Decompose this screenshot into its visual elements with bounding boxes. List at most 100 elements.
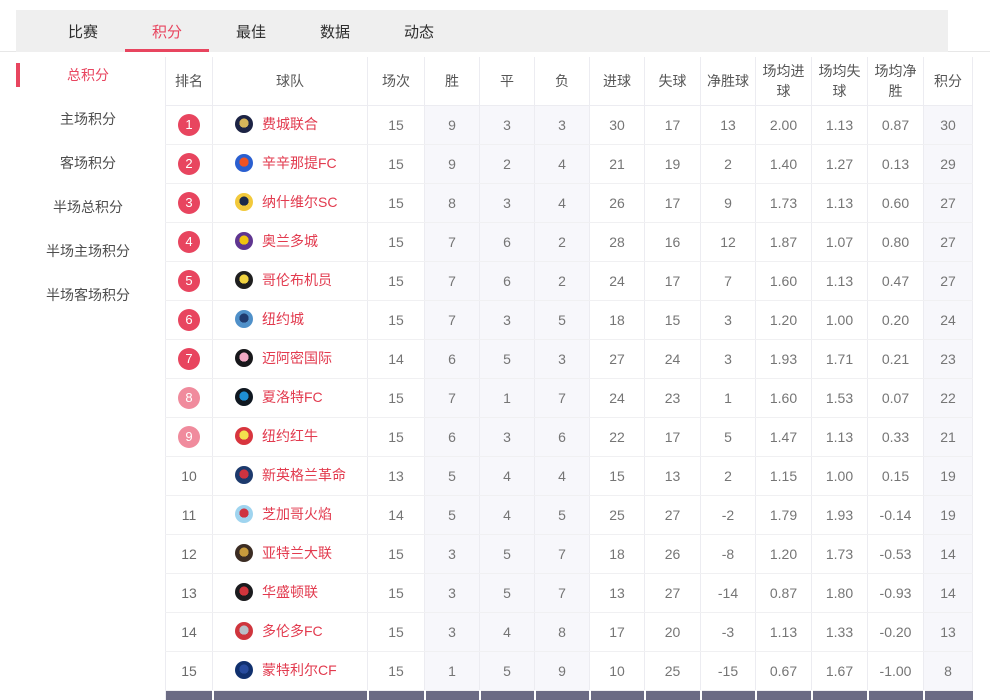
band-cell	[367, 690, 426, 700]
table-row[interactable]: 11 芝加哥火焰 14 5 4 5 25 27 -2 1.79 1.93 -0.14 19	[165, 495, 973, 535]
team-link[interactable]: 蒙特利尔CF	[235, 660, 337, 680]
team-link[interactable]: 新英格兰革命	[235, 465, 346, 485]
stat-cell: 5	[424, 495, 480, 535]
table-row[interactable]: 10 新英格兰革命 13 5 4 4 15 13 2 1.15 1.00 0.15 19	[165, 456, 973, 496]
stat-cell: 2	[534, 261, 590, 301]
stat-cell: 1.15	[755, 456, 812, 496]
stat-cell: 1	[700, 378, 756, 418]
stat-cell: 6	[424, 417, 480, 457]
stat-cell: 5	[479, 651, 535, 691]
team-name: 辛辛那提FC	[262, 154, 337, 171]
stat-cell: 1.07	[811, 222, 868, 262]
sidebar-item-halftime-home-points[interactable]: 半场主场积分	[46, 243, 130, 259]
stat-cell: 1.79	[755, 495, 812, 535]
tab-matches[interactable]: 比赛	[67, 23, 98, 41]
stat-cell: 15	[367, 105, 425, 145]
team-logo-icon	[235, 270, 253, 289]
stat-cell: -3	[700, 612, 756, 652]
tab-standings[interactable]: 积分	[125, 10, 209, 52]
rank-badge: 6	[178, 308, 200, 331]
table-row[interactable]: 3 纳什维尔SC 15 8 3 4 26 17 9 1.73 1.13 0.60 27	[165, 183, 973, 223]
team-cell: 纽约红牛	[212, 417, 368, 457]
stat-cell: 0.47	[867, 261, 924, 301]
sidebar-item-halftime-away-points[interactable]: 半场客场积分	[46, 287, 130, 303]
stat-cell: 15	[367, 183, 425, 223]
table-row[interactable]: 6 纽约城 15 7 3 5 18 15 3 1.20 1.00 0.20 24	[165, 300, 973, 340]
stat-cell: 15	[367, 222, 425, 262]
team-cell: 纽约城	[212, 300, 368, 340]
stat-cell: 15	[367, 300, 425, 340]
team-name: 蒙特利尔CF	[262, 661, 337, 678]
stat-cell: 5	[424, 456, 480, 496]
team-link[interactable]: 夏洛特FC	[235, 387, 323, 407]
sidebar-item-away-points[interactable]: 客场积分	[60, 155, 116, 171]
team-link[interactable]: 纽约城	[235, 309, 304, 329]
stat-cell: 26	[644, 534, 701, 574]
team-cell: 辛辛那提FC	[212, 144, 368, 184]
table-row[interactable]: 9 纽约红牛 15 6 3 6 22 17 5 1.47 1.13 0.33 21	[165, 417, 973, 457]
stat-cell: 7	[424, 261, 480, 301]
stat-cell: 3	[534, 105, 590, 145]
stat-cell: 18	[589, 534, 645, 574]
stat-cell: 3	[534, 339, 590, 379]
table-row[interactable]: 15 蒙特利尔CF 15 1 5 9 10 25 -15 0.67 1.67 -1.00 8	[165, 651, 973, 691]
stat-cell: 2	[700, 456, 756, 496]
team-link[interactable]: 辛辛那提FC	[235, 153, 337, 173]
stat-cell: 23	[923, 339, 973, 379]
stat-cell: 20	[644, 612, 701, 652]
stat-cell: 14	[367, 495, 425, 535]
table-row[interactable]: 8 夏洛特FC 15 7 1 7 24 23 1 1.60 1.53 0.07 22	[165, 378, 973, 418]
table-row[interactable]: 4 奥兰多城 15 7 6 2 28 16 12 1.87 1.07 0.80 27	[165, 222, 973, 262]
rank-cell: 1	[165, 105, 213, 145]
team-name: 纽约城	[262, 310, 304, 327]
table-row[interactable]: 2 辛辛那提FC 15 9 2 4 21 19 2 1.40 1.27 0.13 29	[165, 144, 973, 184]
team-link[interactable]: 奥兰多城	[235, 231, 318, 251]
band-cell	[700, 690, 757, 700]
tab-news[interactable]: 动态	[403, 23, 434, 41]
table-row[interactable]: 1 费城联合 15 9 3 3 30 17 13 2.00 1.13 0.87 30	[165, 105, 973, 145]
sidebar-item-total-points[interactable]: 总积分	[16, 53, 160, 97]
rank-cell: 6	[165, 300, 213, 340]
tab-stats[interactable]: 数据	[319, 23, 350, 41]
sidebar-item-home-points[interactable]: 主场积分	[60, 111, 116, 127]
stat-cell: 7	[700, 261, 756, 301]
team-name: 多伦多FC	[262, 622, 323, 639]
team-link[interactable]: 哥伦布机员	[235, 270, 332, 290]
column-header-draws: 平	[479, 57, 535, 106]
stat-cell: 1	[424, 651, 480, 691]
table-row[interactable]: 5 哥伦布机员 15 7 6 2 24 17 7 1.60 1.13 0.47 27	[165, 261, 973, 301]
team-link[interactable]: 纽约红牛	[235, 426, 318, 446]
table-row[interactable]: 14 多伦多FC 15 3 4 8 17 20 -3 1.13 1.33 -0.20 13	[165, 612, 973, 652]
stat-cell: 0.15	[867, 456, 924, 496]
rank-badge: 9	[178, 425, 200, 448]
column-header-avg-goals-for: 场均进球	[755, 57, 812, 106]
tab-best[interactable]: 最佳	[235, 23, 266, 41]
table-row[interactable]: 7 迈阿密国际 14 6 5 3 27 24 3 1.93 1.71 0.21 23	[165, 339, 973, 379]
stat-cell: 1.80	[811, 573, 868, 613]
team-link[interactable]: 多伦多FC	[235, 621, 323, 641]
team-link[interactable]: 纳什维尔SC	[235, 192, 337, 212]
team-link[interactable]: 迈阿密国际	[235, 348, 332, 368]
team-cell: 蒙特利尔CF	[212, 651, 368, 691]
team-link[interactable]: 费城联合	[235, 114, 318, 134]
stat-cell: 7	[534, 573, 590, 613]
stat-cell: 13	[367, 456, 425, 496]
table-row[interactable]: 12 亚特兰大联 15 3 5 7 18 26 -8 1.20 1.73 -0.53 14	[165, 534, 973, 574]
team-cell: 亚特兰大联	[212, 534, 368, 574]
rank-cell: 11	[165, 495, 213, 535]
column-header-avg-goal-diff: 场均净胜	[867, 57, 924, 106]
stat-cell: 19	[644, 144, 701, 184]
team-cell: 多伦多FC	[212, 612, 368, 652]
team-link[interactable]: 华盛顿联	[235, 582, 318, 602]
stat-cell: 30	[923, 105, 973, 145]
table-row[interactable]: 13 华盛顿联 15 3 5 7 13 27 -14 0.87 1.80 -0.93 14	[165, 573, 973, 613]
stat-cell: 1.67	[811, 651, 868, 691]
column-header-goals-for: 进球	[589, 57, 645, 106]
sidebar-item-halftime-total-points[interactable]: 半场总积分	[53, 199, 123, 215]
rank-badge: 4	[178, 230, 200, 253]
team-link[interactable]: 亚特兰大联	[235, 543, 332, 563]
stat-cell: 13	[923, 612, 973, 652]
team-link[interactable]: 芝加哥火焰	[235, 504, 332, 524]
stat-cell: 0.33	[867, 417, 924, 457]
stat-cell: 7	[534, 378, 590, 418]
